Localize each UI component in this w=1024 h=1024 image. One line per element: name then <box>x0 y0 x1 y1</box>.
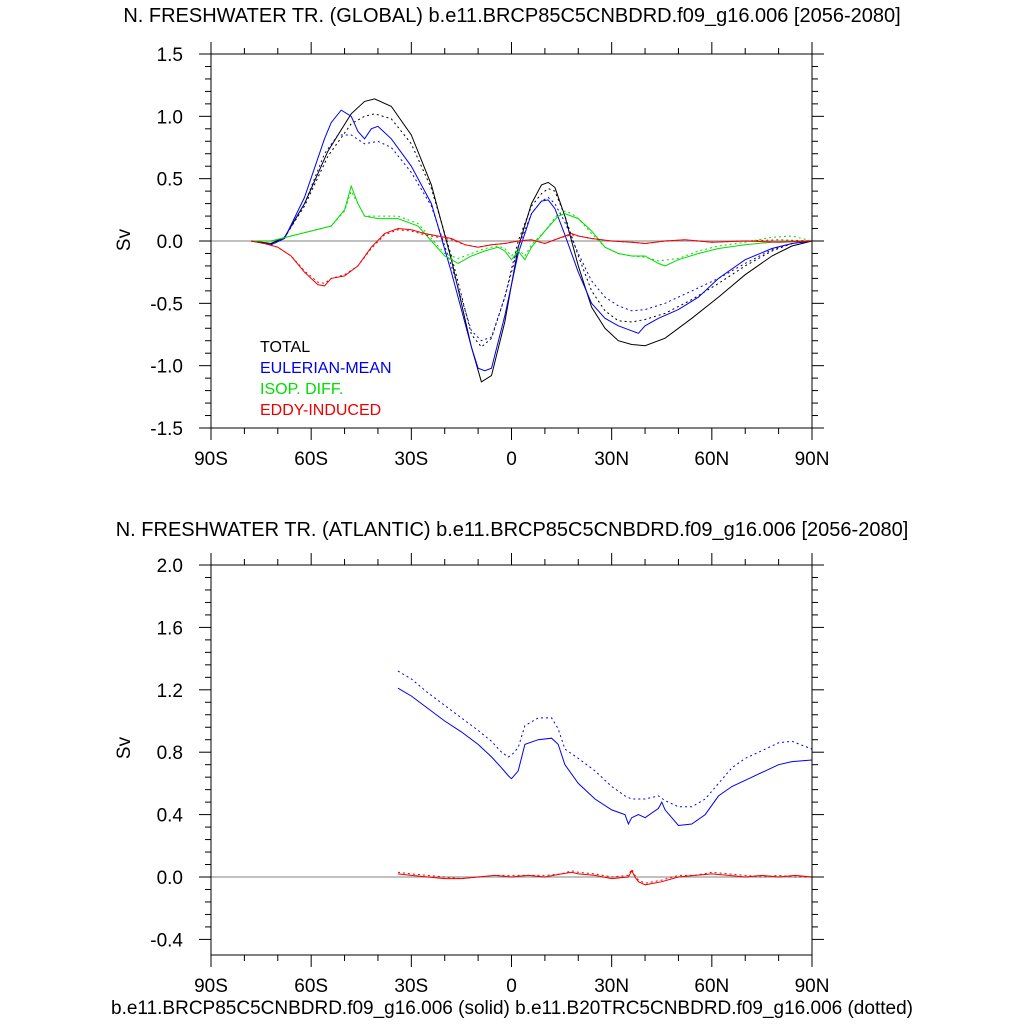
y-tick-label: 0.8 <box>157 743 183 764</box>
series-line-eddy-solid <box>251 227 813 287</box>
y-axis-label: Sv <box>114 736 135 759</box>
y-tick-label: -0.5 <box>150 294 183 315</box>
legend-item-isop-diff: ISOP. DIFF. <box>260 381 343 398</box>
y-tick-label: 1.5 <box>157 45 183 66</box>
legend-item-eulerian-mean: EULERIAN-MEAN <box>260 360 392 377</box>
series-line-total-solid <box>251 98 813 383</box>
y-tick-label: 1.2 <box>157 681 183 702</box>
series-line-eulerian-solid <box>397 687 813 827</box>
y-axis-label: Sv <box>114 228 135 251</box>
y-tick-label: -0.4 <box>150 930 183 951</box>
y-tick-label: -1.5 <box>150 419 183 440</box>
x-tick-label: 60S <box>294 976 328 997</box>
footer-caption: b.e11.BRCP85C5CNBDRD.f09_g16.006 (solid)… <box>111 998 913 1019</box>
x-tick-label: 90S <box>194 449 228 470</box>
y-tick-label: 0.0 <box>157 232 183 253</box>
series-line-isop-solid <box>251 184 812 267</box>
series-line-eulerian-solid <box>251 109 813 372</box>
x-tick-label: 90N <box>795 449 830 470</box>
y-tick-label: 0.0 <box>157 868 183 889</box>
series-line-eddy-dotted <box>397 868 812 884</box>
legend: TOTAL EULERIAN-MEAN ISOP. DIFF. EDDY-IND… <box>260 339 392 419</box>
x-tick-label: 30N <box>594 449 629 470</box>
series-line-isop-dotted <box>251 189 813 262</box>
y-tick-label: 2.0 <box>157 556 183 577</box>
x-tick-label: 60S <box>294 449 328 470</box>
x-tick-label: 0 <box>506 976 517 997</box>
series-line-eulerian-dotted <box>251 134 813 342</box>
y-tick-label: 0.4 <box>157 806 184 827</box>
chart-title: N. FRESHWATER TR. (GLOBAL) b.e11.BRCP85C… <box>123 5 900 27</box>
x-tick-label: 30N <box>594 976 629 997</box>
x-tick-label: 90N <box>795 976 830 997</box>
chart-title: N. FRESHWATER TR. (ATLANTIC) b.e11.BRCP8… <box>116 519 909 541</box>
panel-global: N. FRESHWATER TR. (GLOBAL) b.e11.BRCP85C… <box>114 5 901 470</box>
y-tick-label: 1.0 <box>157 107 183 128</box>
x-tick-label: 60N <box>694 976 729 997</box>
legend-item-eddy-induced: EDDY-INDUCED <box>260 402 381 419</box>
x-tick-label: 30S <box>394 976 428 997</box>
x-tick-label: 90S <box>194 976 228 997</box>
x-tick-label: 60N <box>694 449 729 470</box>
legend-item-total: TOTAL <box>260 339 310 356</box>
plot-frame <box>210 564 813 956</box>
series-line-total-dotted <box>251 113 813 348</box>
x-tick-label: 30S <box>394 449 428 470</box>
y-tick-label: -1.0 <box>150 357 183 378</box>
y-tick-label: 0.5 <box>157 170 183 191</box>
y-tick-label: 1.6 <box>157 618 183 639</box>
series-line-eddy-solid <box>397 869 813 886</box>
x-tick-label: 0 <box>506 449 517 470</box>
series-line-eddy-dotted <box>251 229 813 284</box>
panel-atlantic: N. FRESHWATER TR. (ATLANTIC) b.e11.BRCP8… <box>114 519 908 997</box>
series-line-eulerian-dotted <box>397 670 813 808</box>
